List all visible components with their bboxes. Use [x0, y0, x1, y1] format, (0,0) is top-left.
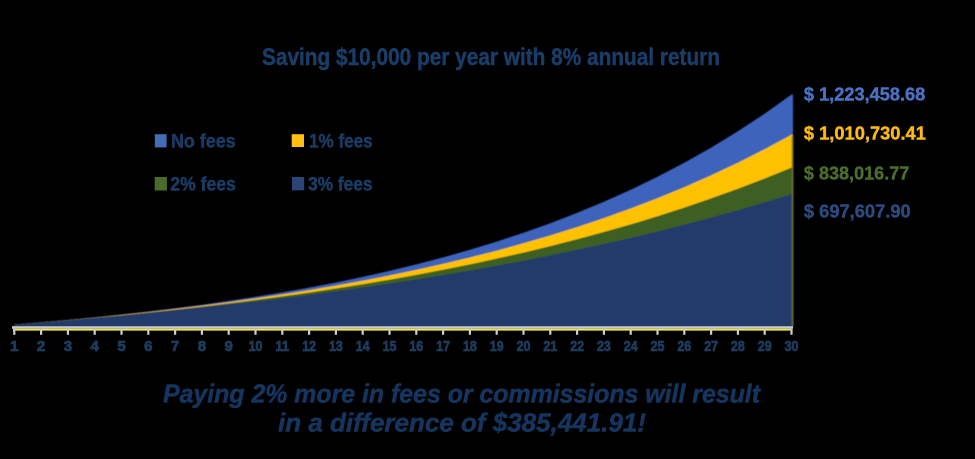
svg-text:11: 11 — [275, 338, 289, 355]
svg-text:3: 3 — [64, 338, 72, 355]
svg-text:12: 12 — [302, 338, 316, 355]
svg-text:21: 21 — [543, 338, 557, 355]
svg-text:Saving $10,000 per year with 8: Saving $10,000 per year with 8% annual r… — [262, 44, 720, 71]
svg-text:7: 7 — [171, 338, 179, 355]
svg-text:Paying 2% more in fees or comm: Paying 2% more in fees or commissions wi… — [163, 379, 761, 409]
svg-text:No fees: No fees — [171, 131, 236, 152]
svg-text:$ 697,607.90: $ 697,607.90 — [804, 201, 911, 221]
svg-text:18: 18 — [463, 338, 477, 355]
svg-text:24: 24 — [624, 338, 638, 355]
svg-text:16: 16 — [409, 338, 423, 355]
svg-text:$ 1,010,730.41: $ 1,010,730.41 — [804, 123, 926, 143]
svg-text:27: 27 — [704, 338, 718, 355]
svg-text:15: 15 — [383, 338, 397, 355]
svg-text:26: 26 — [677, 338, 691, 355]
svg-text:29: 29 — [758, 338, 772, 355]
svg-text:14: 14 — [356, 338, 370, 355]
svg-text:2: 2 — [37, 338, 45, 355]
svg-text:1: 1 — [10, 338, 18, 355]
svg-text:2% fees: 2% fees — [170, 174, 236, 195]
svg-text:5: 5 — [117, 338, 125, 355]
svg-text:4: 4 — [91, 338, 100, 355]
svg-text:9: 9 — [225, 338, 233, 355]
svg-text:3% fees: 3% fees — [308, 174, 372, 195]
svg-text:23: 23 — [597, 338, 611, 355]
svg-text:6: 6 — [144, 338, 152, 355]
svg-text:1% fees: 1% fees — [309, 131, 373, 152]
svg-text:10: 10 — [249, 338, 263, 355]
svg-text:28: 28 — [731, 338, 745, 355]
svg-text:in a difference of $385,441.91: in a difference of $385,441.91! — [278, 408, 646, 438]
svg-text:25: 25 — [651, 338, 665, 355]
svg-text:22: 22 — [570, 338, 584, 355]
svg-text:19: 19 — [490, 338, 504, 355]
svg-text:20: 20 — [517, 338, 531, 355]
svg-text:30: 30 — [785, 338, 799, 355]
svg-text:8: 8 — [198, 338, 206, 355]
svg-text:$ 1,223,458.68: $ 1,223,458.68 — [804, 84, 925, 104]
svg-text:13: 13 — [329, 338, 343, 355]
svg-text:$ 838,016.77: $ 838,016.77 — [804, 163, 909, 183]
svg-text:17: 17 — [436, 338, 450, 355]
